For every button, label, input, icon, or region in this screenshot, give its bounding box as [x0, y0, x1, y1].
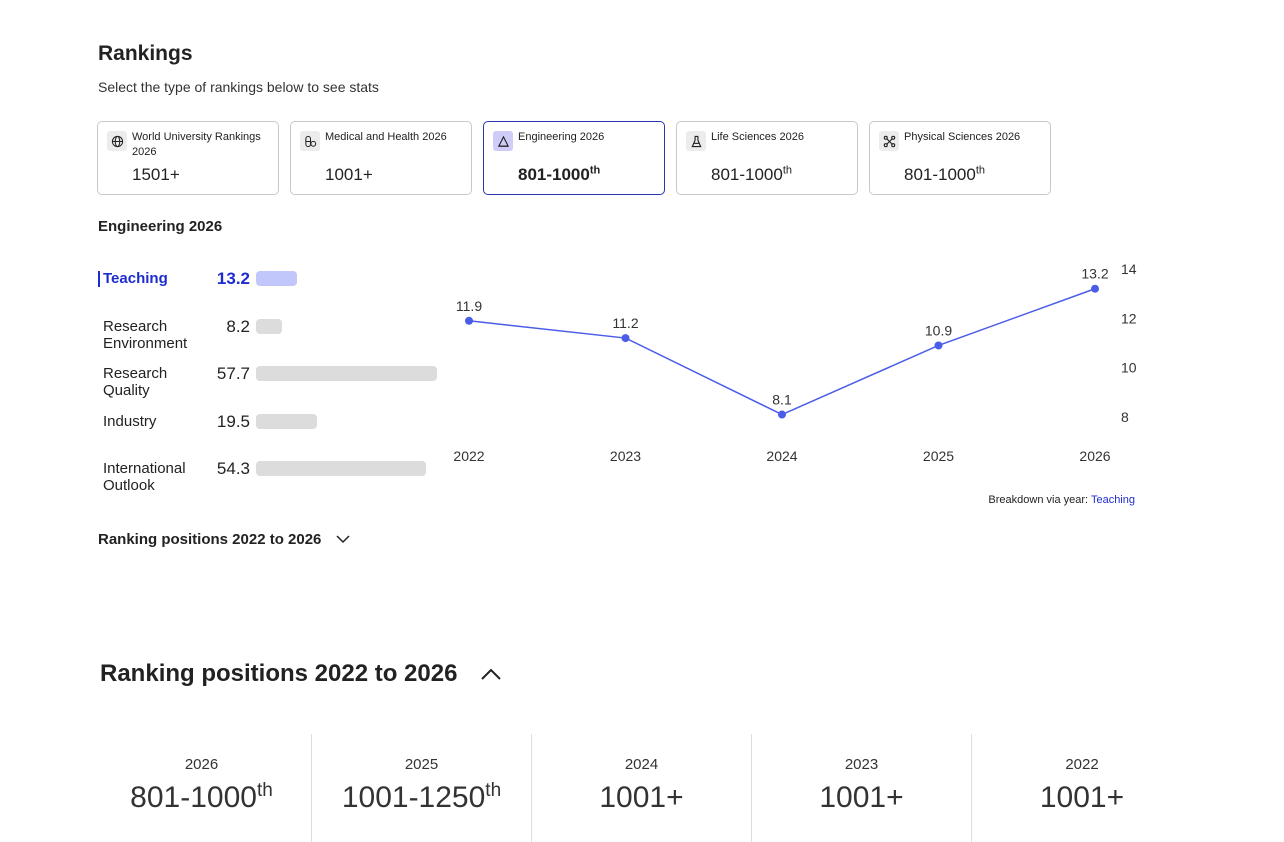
data-label: 11.2	[612, 315, 638, 331]
y-tick-label: 12	[1121, 310, 1137, 326]
metric-label: Teaching	[103, 270, 168, 287]
toggle-label: Ranking positions 2022 to 2026	[100, 660, 458, 687]
toggle-label: Ranking positions 2022 to 2026	[98, 531, 322, 548]
metric-label: Research Environment	[103, 318, 188, 352]
card-life-sciences[interactable]: Life Sciences 2026 801-1000th	[676, 121, 858, 195]
data-point[interactable]	[778, 410, 786, 419]
triangle-ruler-icon	[493, 131, 513, 151]
card-value: 801-1000th	[711, 164, 793, 184]
x-tick-label: 2022	[453, 448, 484, 464]
chart-svg: 11.9 2022 11.2 2023 8.1 2024 10.9 2025 13.2 2026 8…	[453, 261, 1137, 464]
position-value: 1001-1250th	[341, 780, 502, 814]
metric-value: 8.2	[226, 317, 250, 336]
card-name: Physical Sciences 2026	[904, 131, 1021, 143]
position-year: 2023	[844, 756, 879, 773]
page-subtitle: Select the type of rankings below to see…	[98, 79, 379, 95]
card-name: Life Sciences 2026	[711, 131, 804, 143]
card-medical-and-health[interactable]: Medical and Health 2026 1001+	[290, 121, 472, 195]
data-label: 13.2	[1081, 266, 1108, 282]
card-value: 1501+	[132, 165, 180, 184]
metric-bar-industry	[256, 414, 317, 429]
position-year: 2025	[404, 756, 439, 773]
metric-research-quality[interactable]: Research Quality 57.7	[98, 364, 250, 400]
pill-icon	[300, 131, 320, 151]
page-title: Rankings	[98, 42, 193, 65]
card-world-university-rankings[interactable]: World University Rankings 2026 1501+	[97, 121, 279, 195]
position-year: 2026	[184, 756, 219, 773]
card-physical-sciences[interactable]: Physical Sciences 2026 801-1000th	[869, 121, 1051, 195]
metric-value: 54.3	[216, 459, 250, 478]
metric-label: Industry	[103, 413, 157, 430]
card-value: 801-1000th	[518, 164, 601, 184]
metric-value: 57.7	[216, 364, 250, 383]
position-value: 1001+	[1039, 781, 1125, 814]
data-point[interactable]	[465, 316, 473, 325]
ranking-positions-toggle-collapsed[interactable]: Ranking positions 2022 to 2026	[98, 531, 351, 548]
ranking-positions: 2026 801-1000th 2025 1001-1250th 2024 10…	[92, 734, 1192, 842]
card-name: World University Rankings 2026	[132, 131, 261, 158]
metric-bar-research-quality	[256, 366, 437, 381]
card-value: 1001+	[325, 165, 373, 184]
x-tick-label: 2026	[1079, 448, 1110, 464]
metric-research-environment[interactable]: Research Environment 8.2	[98, 317, 250, 353]
chevron-down-icon	[335, 531, 351, 548]
atom-icon	[879, 131, 899, 151]
card-value: 801-1000th	[904, 164, 986, 184]
metric-value: 19.5	[216, 412, 250, 431]
flask-icon	[686, 131, 706, 151]
position-value: 1001+	[599, 781, 684, 814]
position-year: 2024	[624, 756, 659, 773]
chevron-up-icon	[479, 660, 503, 688]
metric-industry[interactable]: Industry 19.5	[98, 412, 250, 448]
data-point[interactable]	[621, 334, 630, 343]
data-label: 11.9	[456, 298, 482, 314]
y-tick-label: 8	[1121, 409, 1129, 425]
position-value: 1001+	[819, 781, 904, 814]
data-label: 10.9	[925, 322, 952, 338]
metric-international-outlook[interactable]: International Outlook 54.3	[98, 459, 250, 495]
active-indicator	[98, 271, 100, 287]
position-2024: 2024 1001+	[532, 734, 752, 842]
globe-icon	[107, 131, 127, 151]
section-title: Engineering 2026	[98, 218, 223, 235]
data-point[interactable]	[1091, 284, 1099, 293]
position-2023: 2023 1001+	[752, 734, 972, 842]
card-engineering[interactable]: Engineering 2026 801-1000th	[483, 121, 665, 195]
card-name: Medical and Health 2026	[325, 131, 447, 143]
position-2022: 2022 1001+	[972, 734, 1192, 842]
metric-bar-international-outlook	[256, 461, 426, 476]
x-tick-label: 2024	[766, 448, 797, 464]
x-tick-label: 2023	[610, 448, 641, 464]
metric-teaching[interactable]: Teaching 13.2	[98, 269, 250, 305]
metric-bar-research-environment	[256, 319, 282, 334]
position-2026: 2026 801-1000th	[92, 734, 312, 842]
position-2025: 2025 1001-1250th	[312, 734, 532, 842]
metric-label: International Outlook	[103, 460, 186, 494]
data-label: 8.1	[772, 392, 792, 408]
ranking-cards: World University Rankings 2026 1501+ Med…	[97, 121, 1051, 195]
ranking-positions-toggle-expanded[interactable]: Ranking positions 2022 to 2026	[100, 660, 503, 688]
y-tick-label: 14	[1121, 261, 1137, 277]
breakdown-link[interactable]: Teaching	[1090, 494, 1135, 506]
metric-bar-teaching	[256, 271, 297, 286]
card-name: Engineering 2026	[518, 131, 605, 143]
teaching-trend-chart: 11.9 2022 11.2 2023 8.1 2024 10.9 2025 13.2 2026 8…	[440, 255, 1150, 480]
position-year: 2022	[1065, 756, 1099, 773]
x-tick-label: 2025	[923, 448, 954, 464]
breakdown-note: Breakdown via year: Teaching	[988, 494, 1135, 506]
metric-value: 13.2	[216, 269, 250, 288]
position-value: 801-1000th	[130, 780, 273, 814]
data-point[interactable]	[934, 341, 943, 350]
metric-label: Research Quality	[103, 365, 168, 399]
y-tick-label: 10	[1121, 360, 1137, 376]
